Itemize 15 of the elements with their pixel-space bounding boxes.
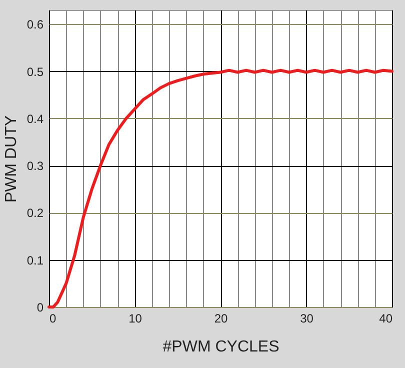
x-tick-label: 30 bbox=[300, 312, 314, 326]
x-tick-label: 40 bbox=[379, 312, 393, 326]
y-axis-title: PWM DUTY bbox=[2, 115, 20, 203]
y-tick-label: 0.6 bbox=[26, 18, 44, 32]
y-tick-label: 0 bbox=[36, 300, 44, 314]
line-series bbox=[48, 68, 394, 308]
y-tick-label: 0.2 bbox=[26, 206, 44, 220]
x-tick-label: 20 bbox=[214, 312, 228, 326]
x-tick-label: 0 bbox=[50, 312, 56, 326]
x-axis-title: #PWM CYCLES bbox=[162, 338, 280, 356]
y-tick-label: 0.4 bbox=[26, 112, 44, 126]
y-tick-label: 0.1 bbox=[26, 253, 44, 268]
x-tick-label: 10 bbox=[128, 312, 142, 326]
y-tick-label: 0.3 bbox=[26, 159, 44, 174]
y-tick-label: 0.5 bbox=[26, 64, 44, 79]
